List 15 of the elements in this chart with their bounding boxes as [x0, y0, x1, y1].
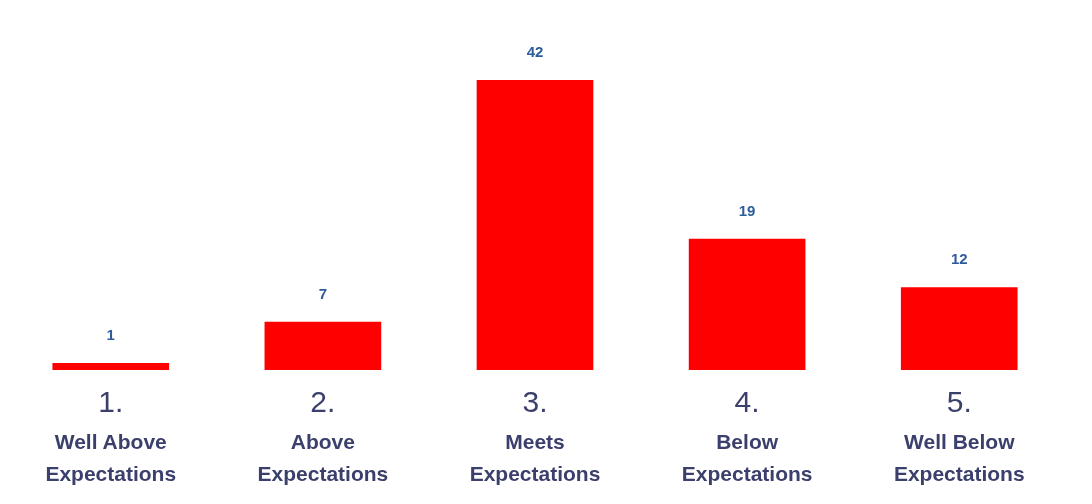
- data-label: 1: [106, 326, 115, 344]
- category-label: 5. Well Below Expectations: [893, 385, 1025, 485]
- bar: [900, 287, 1018, 370]
- bar: [476, 80, 594, 370]
- data-label: 19: [738, 201, 756, 219]
- data-label: 12: [950, 250, 968, 268]
- category-label: 2. Above Expectations: [257, 385, 389, 485]
- category-label: 4. Below Expectations: [681, 385, 813, 485]
- category-label: 3. Meets Expectations: [469, 385, 601, 485]
- category-label: 1. Well Above Expectations: [45, 385, 177, 485]
- bar: [688, 238, 806, 370]
- data-label: 42: [526, 43, 544, 60]
- bar: [264, 321, 382, 370]
- bar: [52, 363, 170, 370]
- data-label: 7: [318, 284, 328, 302]
